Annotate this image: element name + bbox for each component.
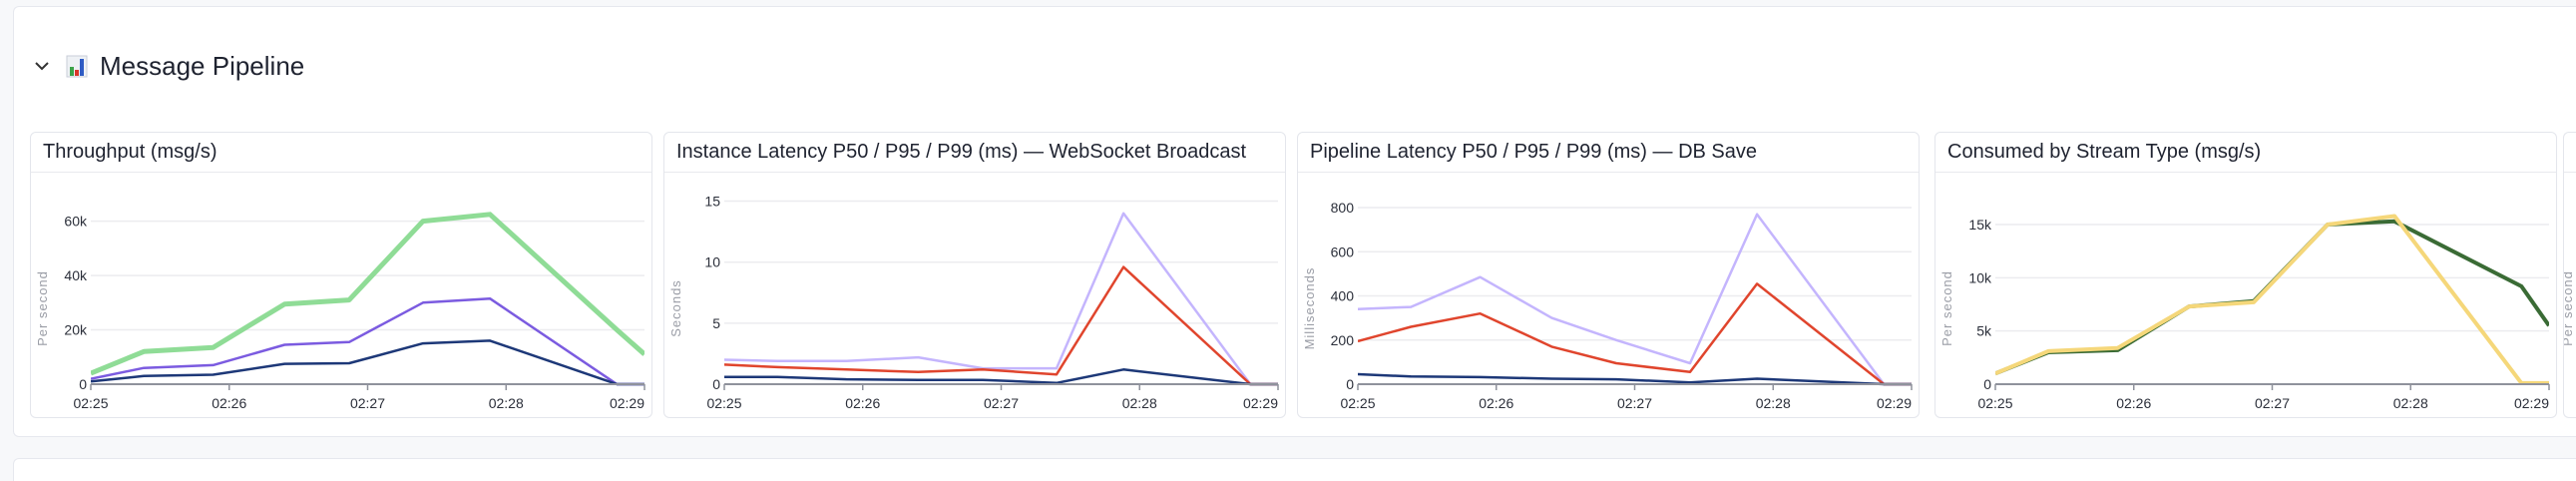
x-tick-label: 02:28 xyxy=(489,395,524,411)
y-axis-label: Per second xyxy=(1939,270,1954,346)
series-line-0 xyxy=(91,212,644,376)
y-tick-label: 5k xyxy=(1976,323,1992,339)
y-tick-label: 10 xyxy=(704,254,720,270)
panel-title xyxy=(2564,133,2576,173)
x-tick-label: 02:25 xyxy=(1340,395,1375,411)
x-tick-label: 02:29 xyxy=(1243,395,1278,411)
y-tick-label: 5 xyxy=(712,315,720,331)
x-tick-label: 02:29 xyxy=(1877,395,1912,411)
x-tick-label: 02:26 xyxy=(2116,395,2151,411)
x-tick-label: 02:26 xyxy=(1479,395,1513,411)
y-tick-label: 0 xyxy=(1983,376,1991,392)
instance-latency-chart: Seconds 0 5 10 15 02:25 02:26 02:27 02:28 02:29 xyxy=(668,194,1279,411)
panel-title: Instance Latency P50 / P95 / P99 (ms) — … xyxy=(664,133,1285,173)
x-tick-label: 02:27 xyxy=(350,395,385,411)
y-tick-label: 10k xyxy=(1968,269,1992,285)
x-tick-label: 02:25 xyxy=(1977,395,2012,411)
x-tick-label: 02:27 xyxy=(2255,395,2290,411)
panel-throughput: Throughput (msg/s) Per second 0 20k 40k 60k 0… xyxy=(30,132,652,418)
series-line-2 xyxy=(724,368,1278,386)
y-tick-label: 200 xyxy=(1331,332,1355,348)
x-tick-label: 02:26 xyxy=(845,395,880,411)
x-tick-label: 02:25 xyxy=(706,395,741,411)
panel-title: Pipeline Latency P50 / P95 / P99 (ms) — … xyxy=(1298,133,1919,173)
panel-title: Consumed by Stream Type (msg/s) xyxy=(1935,133,2556,173)
x-tick-label: 02:28 xyxy=(2393,395,2428,411)
x-tick-label: 02:29 xyxy=(2514,395,2549,411)
y-tick-label: 400 xyxy=(1331,288,1355,304)
panel-consumed-by-stream: Consumed by Stream Type (msg/s) Per seco… xyxy=(1934,132,2557,418)
section-title: Message Pipeline xyxy=(100,50,305,81)
series-line-1 xyxy=(724,265,1278,386)
bar-chart-icon xyxy=(66,54,88,78)
panel-partial: Per second xyxy=(2563,132,2576,418)
series-line-1 xyxy=(91,296,644,386)
series-line-2 xyxy=(1358,372,1912,386)
throughput-chart: Per second 0 20k 40k 60k 02:25 02:26 02:27 02:28… xyxy=(35,212,645,411)
y-tick-label: 800 xyxy=(1331,200,1355,216)
next-section xyxy=(13,458,2576,481)
y-tick-label: 0 xyxy=(1346,376,1354,392)
x-tick-label: 02:27 xyxy=(1617,395,1652,411)
series-line-2 xyxy=(91,339,644,386)
partial-chart: Per second xyxy=(2564,270,2575,346)
x-tick-label: 02:27 xyxy=(984,395,1019,411)
y-tick-label: 20k xyxy=(64,322,88,338)
x-tick-label: 02:28 xyxy=(1756,395,1791,411)
series-line-1 xyxy=(1995,214,2549,385)
panel-instance-latency: Instance Latency P50 / P95 / P99 (ms) — … xyxy=(663,132,1286,418)
series-line-0 xyxy=(724,212,1278,386)
y-tick-label: 40k xyxy=(64,267,88,283)
y-axis-label: Seconds xyxy=(668,279,683,337)
y-axis-label: Per second xyxy=(35,270,50,346)
y-axis-label: Per second xyxy=(2564,270,2575,346)
series-line-0 xyxy=(1358,213,1912,386)
pipeline-latency-chart: Milliseconds 0 200 400 600 800 02:25 02:26 02:27… xyxy=(1302,200,1913,411)
y-tick-label: 60k xyxy=(64,214,88,230)
y-tick-label: 15k xyxy=(1968,217,1992,233)
chevron-down-icon[interactable] xyxy=(30,54,54,78)
y-tick-label: 0 xyxy=(712,376,720,392)
x-tick-label: 02:29 xyxy=(610,395,644,411)
panel-pipeline-latency: Pipeline Latency P50 / P95 / P99 (ms) — … xyxy=(1297,132,1920,418)
y-tick-label: 15 xyxy=(704,194,720,210)
x-tick-label: 02:25 xyxy=(73,395,108,411)
x-tick-label: 02:28 xyxy=(1122,395,1157,411)
section-header[interactable]: Message Pipeline xyxy=(30,48,304,84)
y-tick-label: 0 xyxy=(79,376,87,392)
consumed-chart: Per second 0 5k 10k 15k 02:25 02:26 02:27 02:28 0… xyxy=(1939,214,2550,411)
x-tick-label: 02:26 xyxy=(212,395,246,411)
panel-title: Throughput (msg/s) xyxy=(31,133,651,173)
y-axis-label: Milliseconds xyxy=(1302,267,1317,350)
y-tick-label: 600 xyxy=(1331,243,1355,259)
series-line-1 xyxy=(1358,282,1912,386)
